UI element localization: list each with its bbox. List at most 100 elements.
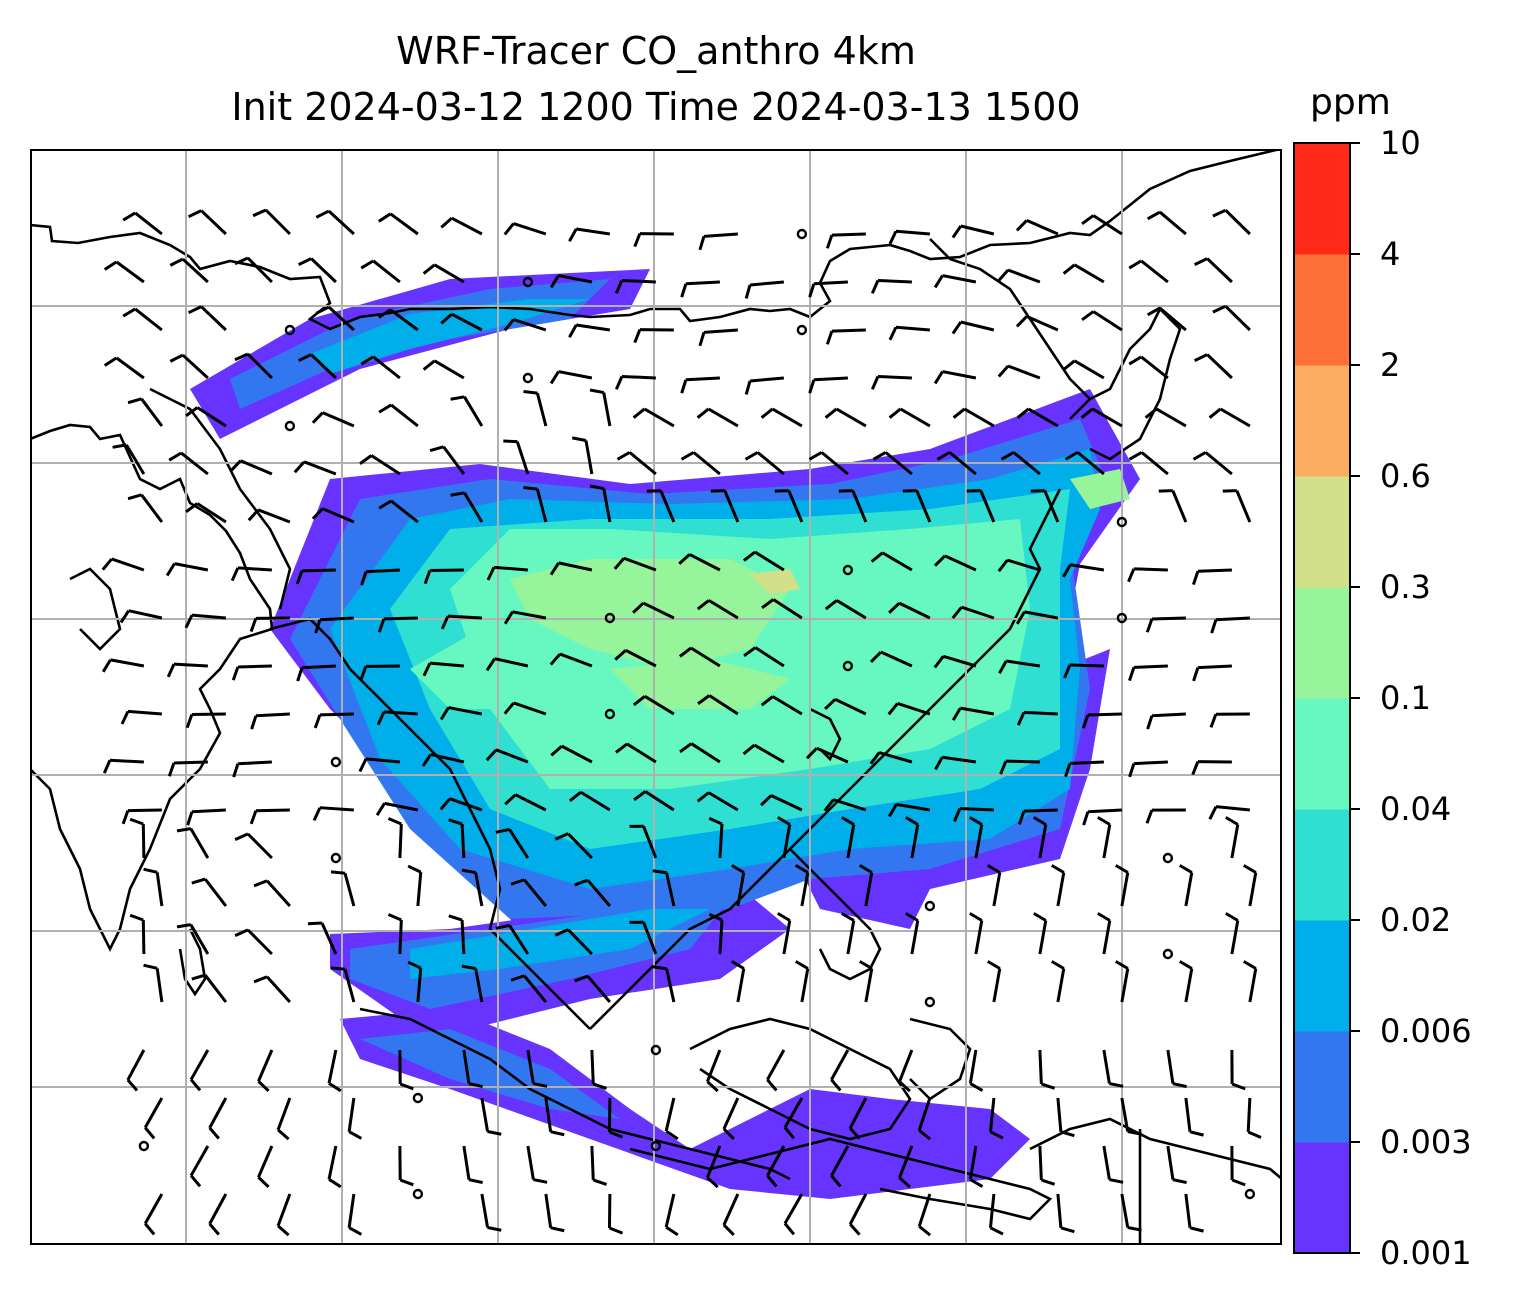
- colorbar-segment: [1294, 587, 1350, 699]
- wind-barb: [705, 1049, 722, 1093]
- wind-barb: [120, 709, 162, 725]
- wind-barb: [167, 760, 208, 777]
- wind-barb: [250, 712, 290, 730]
- colorbar-segment: [1294, 1142, 1350, 1254]
- wind-barb: [127, 397, 164, 427]
- colorbar-unit: ppm: [1310, 82, 1391, 123]
- wind-barb: [360, 568, 400, 586]
- wind-barb: [568, 790, 611, 812]
- wind-barb: [480, 1193, 502, 1232]
- wind-barb: [705, 1145, 722, 1189]
- colorbar-tick-label: 10: [1380, 124, 1421, 162]
- wind-barb: [249, 808, 290, 825]
- wind-barb: [327, 1049, 342, 1093]
- wind-barb: [698, 232, 738, 251]
- wind-barb: [143, 963, 164, 1003]
- wind-barb: [480, 1097, 502, 1136]
- map-title: WRF-Tracer CO_anthro 4km: [396, 29, 916, 73]
- wind-barb: [378, 403, 419, 428]
- wind-barb: [307, 921, 338, 955]
- wind-barb: [230, 566, 272, 582]
- wind-barb: [377, 616, 418, 633]
- wind-barb: [680, 451, 721, 476]
- wind-barb: [253, 975, 291, 1004]
- wind-barb: [187, 305, 227, 332]
- wind-barb: [276, 1097, 292, 1141]
- wind-barb: [440, 216, 483, 236]
- wind-barb: [312, 806, 354, 822]
- wind-barb: [1032, 912, 1048, 955]
- wind-barb: [589, 388, 612, 427]
- calm-wind-marker: [924, 900, 936, 912]
- calm-wind-marker: [924, 996, 936, 1008]
- plume-south-high: [410, 909, 710, 979]
- coast-arabia-tip: [69, 567, 122, 651]
- wind-barb: [422, 359, 465, 380]
- wind-barb: [988, 1097, 1004, 1140]
- wind-barb: [933, 654, 977, 669]
- wind-barb: [1178, 960, 1194, 1003]
- wind-barb: [1081, 712, 1122, 729]
- wind-barb: [805, 746, 849, 764]
- wind-barb: [917, 1097, 932, 1141]
- wind-barb: [185, 406, 227, 428]
- coast-china-east: [589, 488, 1062, 1030]
- plume-north-high: [310, 299, 590, 374]
- calm-wind-marker: [522, 372, 534, 384]
- wind-barb: [166, 662, 208, 678]
- calm-wind-marker: [284, 324, 296, 336]
- wind-barb: [122, 307, 163, 332]
- wind-barb: [257, 1145, 274, 1189]
- wind-barb: [794, 960, 810, 1003]
- wind-barb: [722, 1193, 740, 1236]
- wind-barb: [169, 257, 209, 284]
- wind-barb: [783, 1193, 804, 1236]
- wind-barb: [503, 701, 547, 716]
- wind-barb: [1081, 214, 1123, 236]
- wind-barb: [858, 960, 874, 1003]
- wind-barb: [632, 601, 675, 620]
- wind-barb: [951, 706, 995, 721]
- wind-barb: [629, 824, 658, 859]
- wind-barb: [421, 752, 465, 767]
- colorbar-tick-label: 4: [1380, 235, 1401, 273]
- calm-wind-marker: [138, 1140, 150, 1152]
- coast-srilanka: [178, 928, 207, 997]
- wind-barb: [664, 1193, 679, 1237]
- wind-barb: [1120, 1097, 1142, 1136]
- wind-barb: [101, 557, 145, 572]
- wind-barb: [253, 879, 291, 908]
- wind-barb: [571, 436, 594, 475]
- wind-barb: [461, 964, 484, 1003]
- colorbar-segment: [1294, 698, 1350, 810]
- wind-barb: [176, 827, 210, 859]
- wind-barb: [680, 376, 720, 394]
- wind-barb: [249, 616, 290, 633]
- wind-barb: [730, 960, 746, 1003]
- wind-barb: [951, 224, 995, 239]
- wind-barb: [1208, 407, 1251, 428]
- calm-wind-marker: [1162, 852, 1174, 864]
- wind-barb: [1146, 306, 1187, 332]
- wind-barb: [293, 460, 337, 476]
- wind-barb: [1064, 760, 1104, 778]
- wind-barb: [760, 794, 803, 812]
- wind-barb: [1144, 407, 1187, 428]
- wind-barb: [377, 308, 419, 332]
- wind-barb: [888, 229, 930, 245]
- wind-barb: [347, 1097, 363, 1140]
- wind-barb: [485, 657, 529, 672]
- wind-barb: [869, 650, 913, 668]
- wind-barb: [440, 312, 483, 332]
- wind-barb: [1146, 712, 1186, 730]
- wind-barb: [1242, 864, 1258, 907]
- calm-wind-marker: [842, 660, 854, 672]
- map-subtitle: Init 2024-03-12 1200 Time 2024-03-13 150…: [231, 85, 1081, 129]
- coast-sumatra: [359, 1007, 791, 1181]
- wind-barb: [825, 328, 866, 345]
- wind-barb: [968, 1145, 984, 1188]
- wind-barb: [968, 816, 984, 859]
- wind-barb: [187, 209, 227, 236]
- wind-barb: [824, 697, 867, 716]
- wind-barb: [184, 613, 227, 629]
